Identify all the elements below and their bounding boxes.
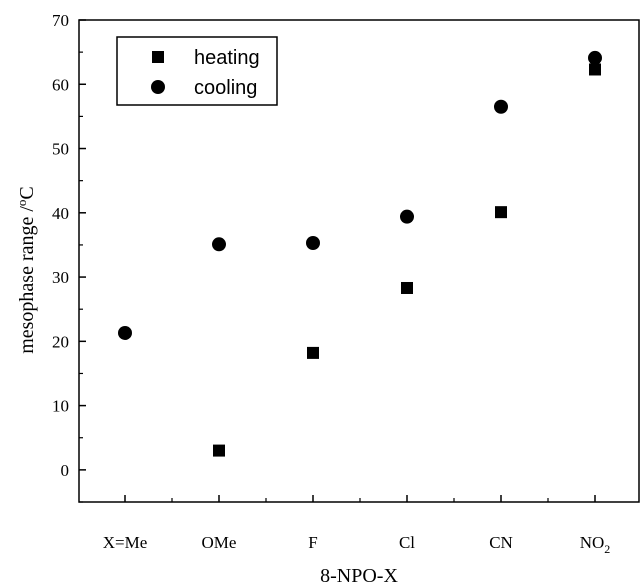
x-tick-label: Cl [399,533,415,552]
x-tick-label: OMe [202,533,237,552]
y-tick-label: 30 [52,268,69,287]
point-cooling [494,99,508,114]
plot-area-border [78,19,640,503]
y-axis-title-unit: C [16,186,38,199]
y-axis-title-unit-sup: o [14,200,29,207]
x-axis-ticks: X=Me OMe F Cl CN NO2 [103,495,611,556]
x-tick-label-text: NO [580,533,605,552]
y-axis-title: mesophase range /oC [14,186,38,354]
legend-marker-cooling [151,80,165,94]
point-cooling [400,209,414,224]
x-tick-label-subscript: 2 [604,542,610,556]
point-cooling [212,237,226,252]
x-tick-label: NO2 [580,533,611,556]
x-tick-label-text: CN [489,533,513,552]
y-axis-title-text: mesophase range / [16,206,38,354]
y-tick-label: 60 [52,75,69,94]
legend-box [116,36,278,106]
legend-marker-heating [152,51,164,63]
y-tick-label: 70 [52,11,69,30]
legend-label-heating: heating [194,47,260,69]
y-tick-label: 50 [52,140,69,159]
x-tick-label: CN [489,533,513,552]
legend: heating cooling [116,36,278,106]
point-cooling [118,325,132,340]
x-tick-label: F [308,533,317,552]
point-heating [589,63,601,76]
y-tick-label: 0 [61,461,70,480]
x-tick-label-text: X=Me [103,533,148,552]
x-tick-label-text: Cl [399,533,415,552]
data-points [118,50,602,457]
point-heating [495,206,507,219]
plot-frame [78,19,640,503]
x-tick-label-text: OMe [202,533,237,552]
y-tick-label: 20 [52,332,69,351]
x-axis-title: 8-NPO-X [320,565,398,587]
x-tick-label-text: F [308,533,317,552]
y-tick-label: 40 [52,204,69,223]
x-tick-label: X=Me [103,533,148,552]
point-heating [213,444,225,457]
y-tick-label: 10 [52,397,69,416]
y-axis-ticks: 0 10 20 30 40 50 60 70 [52,11,86,503]
point-cooling [306,236,320,251]
point-heating [307,346,319,359]
point-cooling [588,50,602,65]
point-heating [401,281,413,294]
legend-label-cooling: cooling [194,77,257,99]
